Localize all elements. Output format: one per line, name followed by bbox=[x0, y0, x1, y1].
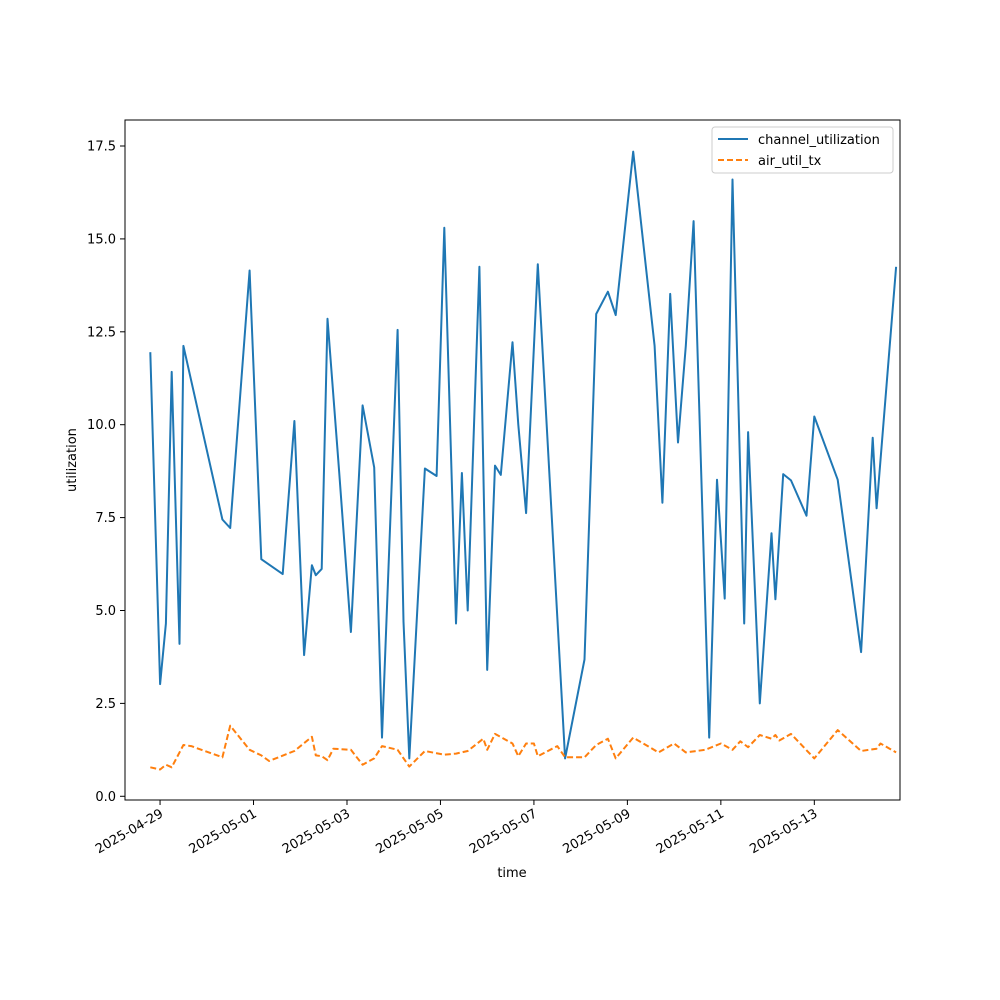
legend-label-air-util-tx: air_util_tx bbox=[758, 154, 822, 169]
legend: channel_utilization air_util_tx bbox=[711, 126, 894, 174]
y-tick-label: 5.0 bbox=[95, 604, 116, 619]
series-layer bbox=[149, 150, 898, 771]
y-tick-label: 12.5 bbox=[87, 325, 116, 340]
y-tick-label: 2.5 bbox=[95, 697, 116, 712]
legend-box bbox=[711, 126, 894, 174]
y-tick-label: 15.0 bbox=[87, 232, 116, 247]
y-axis-label: utilization bbox=[65, 428, 80, 492]
plot-frame bbox=[124, 119, 901, 801]
y-axis-ticks: 0.0 2.5 5.0 7.5 10.0 12.5 15.0 17.5 bbox=[87, 140, 125, 805]
y-tick-label: 0.0 bbox=[95, 790, 116, 805]
y-tick-label: 10.0 bbox=[87, 418, 116, 433]
legend-label-channel-utilization: channel_utilization bbox=[758, 133, 880, 148]
x-axis-label: time bbox=[497, 866, 526, 881]
y-tick-label: 17.5 bbox=[87, 140, 116, 155]
y-tick-label: 7.5 bbox=[95, 511, 116, 526]
